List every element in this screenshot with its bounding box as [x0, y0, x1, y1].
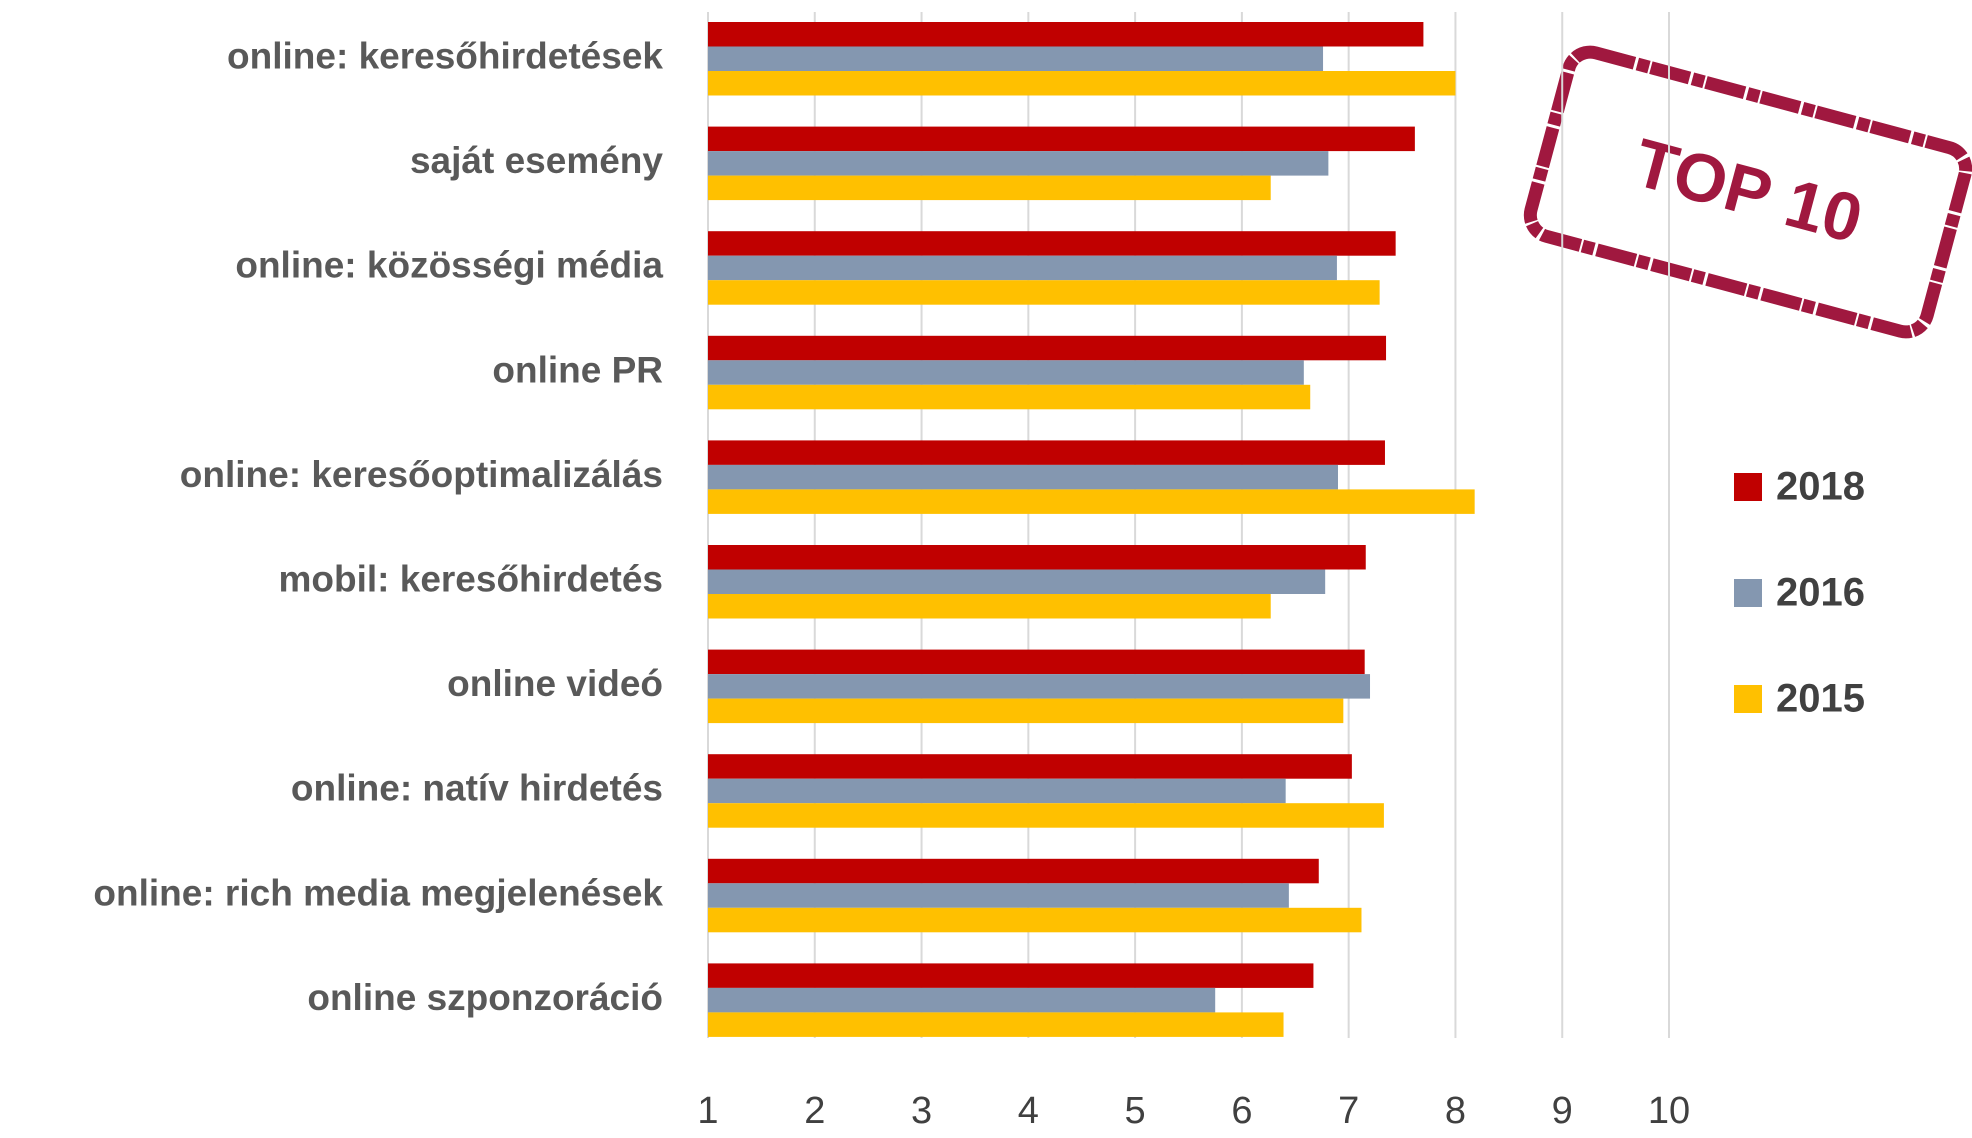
- x-tick-label: 7: [1338, 1090, 1359, 1132]
- legend-swatch: [1734, 685, 1762, 713]
- x-tick-label: 8: [1445, 1090, 1466, 1132]
- bar: [708, 384, 1311, 410]
- category-label: online PR: [492, 349, 663, 390]
- category-label: online: keresőhirdetések: [227, 36, 663, 77]
- x-tick-label: 6: [1231, 1090, 1252, 1132]
- bar: [708, 46, 1324, 71]
- x-tick-label: 5: [1125, 1090, 1146, 1132]
- bar: [708, 335, 1387, 361]
- bar: [708, 440, 1385, 465]
- bar: [708, 280, 1380, 305]
- bar: [708, 1012, 1284, 1037]
- bar: [708, 963, 1314, 988]
- stamp-frame: [1523, 45, 1972, 339]
- bar: [708, 754, 1352, 779]
- x-tick-label: 1: [697, 1090, 718, 1132]
- bar: [708, 255, 1337, 281]
- bar: [708, 987, 1216, 1013]
- legend-swatch: [1734, 473, 1762, 501]
- legend-label: 2015: [1776, 677, 1865, 721]
- category-label: mobil: keresőhirdetés: [278, 559, 663, 600]
- x-tick-label: 4: [1018, 1090, 1039, 1132]
- bar: [708, 360, 1304, 385]
- x-tick-label: 3: [911, 1090, 932, 1132]
- category-label: online: közösségi média: [235, 245, 663, 286]
- bar: [708, 545, 1366, 570]
- legend-label: 2016: [1776, 571, 1865, 615]
- bar: [708, 22, 1424, 47]
- legend-label: 2018: [1776, 465, 1865, 509]
- category-label: saját esemény: [410, 140, 663, 181]
- bar: [708, 649, 1365, 675]
- bar: [708, 71, 1456, 96]
- bar: [708, 907, 1362, 933]
- stamp-text: TOP 10: [1626, 124, 1870, 257]
- bar: [708, 489, 1475, 514]
- bar: [708, 858, 1319, 884]
- bar: [708, 594, 1271, 619]
- category-label: online: rich media megjelenések: [93, 872, 663, 913]
- bar: [708, 778, 1286, 804]
- bar: [708, 674, 1371, 699]
- bar: [708, 126, 1415, 152]
- x-tick-label: 10: [1648, 1090, 1690, 1132]
- category-label: online: keresőoptimalizálás: [180, 454, 663, 495]
- legend-swatch: [1734, 579, 1762, 607]
- stamp: TOP 10: [1523, 45, 1972, 339]
- category-label: online szponzoráció: [307, 977, 663, 1018]
- bar: [708, 569, 1326, 594]
- x-tick-label: 2: [804, 1090, 825, 1132]
- bar: [708, 175, 1271, 201]
- bar: [708, 698, 1344, 724]
- category-label: online videó: [447, 663, 663, 704]
- x-tick-label: 9: [1552, 1090, 1573, 1132]
- bar: [708, 151, 1329, 176]
- bar: [708, 464, 1338, 490]
- bar: [708, 883, 1289, 908]
- category-label: online: natív hirdetés: [291, 768, 663, 809]
- bar: [708, 803, 1384, 828]
- bar: [708, 231, 1396, 256]
